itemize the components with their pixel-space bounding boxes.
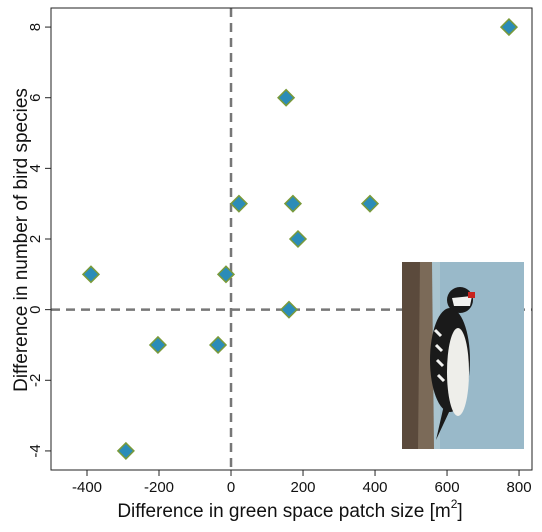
y-tick-label: -4 <box>27 444 44 457</box>
x-tick-label: 0 <box>227 479 235 496</box>
x-tick-label: 600 <box>435 479 460 496</box>
y-tick-label: 2 <box>27 235 44 243</box>
x-axis-label: Difference in green space patch size [m2… <box>117 497 462 522</box>
point <box>208 335 228 355</box>
point <box>116 441 135 460</box>
point <box>283 194 303 213</box>
y-tick-label: -2 <box>27 374 44 387</box>
point <box>279 300 299 319</box>
y-tick-label: 0 <box>27 305 44 313</box>
y-axis-label: Difference in number of bird species <box>11 88 32 392</box>
point <box>229 194 248 213</box>
point <box>148 335 167 355</box>
x-label-text: Difference in green space patch size [m <box>117 501 450 522</box>
y-tick-label: 8 <box>27 23 44 31</box>
point <box>499 18 519 37</box>
x-tick-label: 400 <box>363 479 388 496</box>
point <box>360 194 380 213</box>
x-tick-label: -200 <box>144 479 174 496</box>
y-tick-label: 4 <box>27 164 44 172</box>
plot-frame <box>50 7 533 471</box>
x-label-end: ] <box>457 501 462 522</box>
x-tick-label: 200 <box>291 479 316 496</box>
x-tick-label: -400 <box>72 479 102 496</box>
point <box>277 88 296 107</box>
x-tick-label: 800 <box>507 479 532 496</box>
point <box>216 265 236 284</box>
point <box>81 265 101 284</box>
bird-photo <box>402 262 524 449</box>
point <box>288 229 308 249</box>
x-label-sup: 2 <box>451 497 458 511</box>
y-tick-label: 6 <box>27 94 44 102</box>
